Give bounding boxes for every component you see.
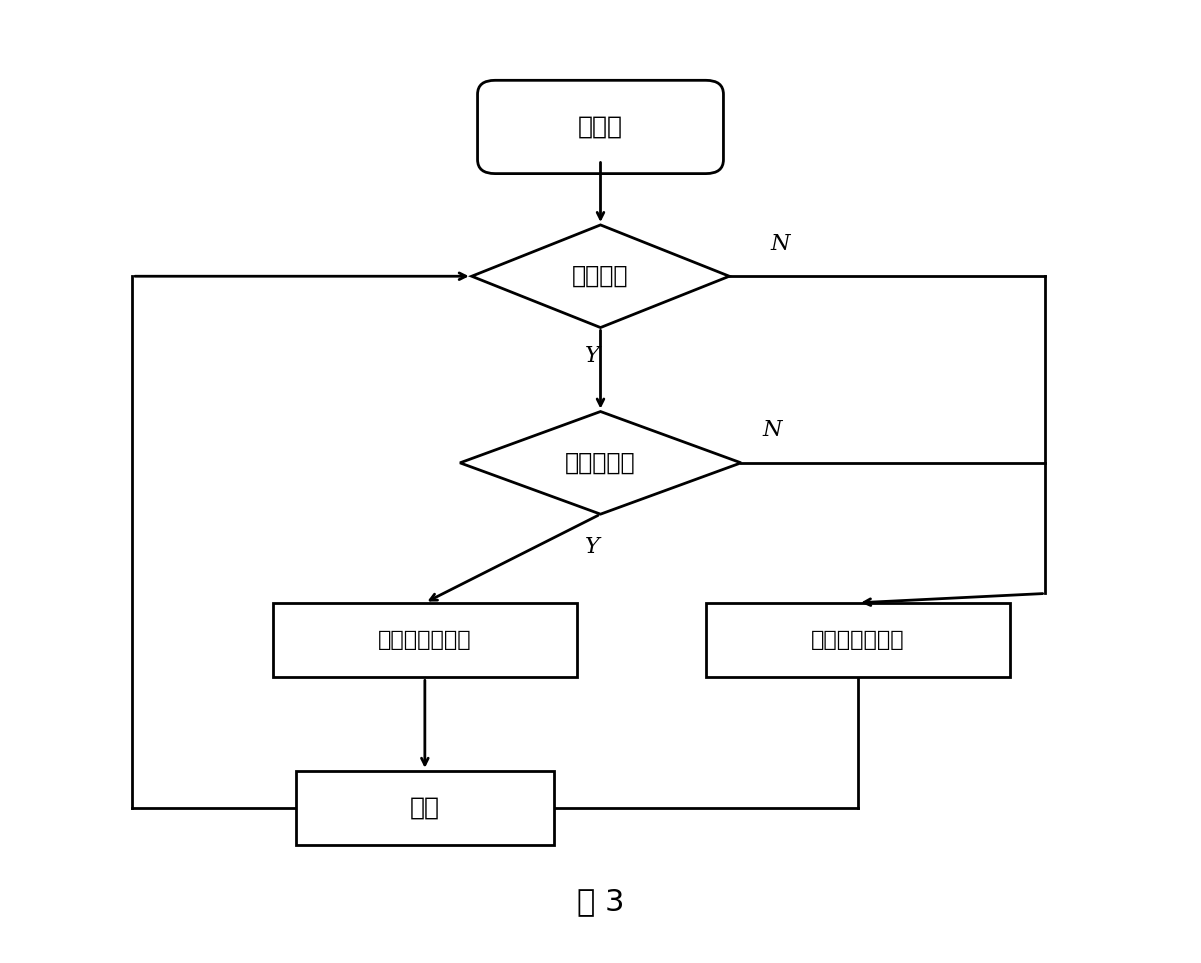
Text: 有无按键: 有无按键 — [572, 264, 629, 288]
Text: 显示: 显示 — [410, 796, 440, 820]
Text: 图 3: 图 3 — [576, 887, 625, 916]
FancyBboxPatch shape — [478, 80, 723, 173]
Text: N: N — [770, 233, 790, 254]
Polygon shape — [460, 411, 741, 514]
Polygon shape — [472, 225, 729, 327]
Text: 初始化: 初始化 — [578, 115, 623, 139]
Bar — [273, 603, 576, 677]
Bar — [706, 603, 1010, 677]
Bar — [295, 770, 554, 846]
Text: N: N — [763, 419, 782, 441]
Text: 其他功能子程序: 其他功能子程序 — [812, 630, 904, 650]
Text: 是否测距键: 是否测距键 — [566, 451, 635, 475]
Text: Y: Y — [585, 535, 599, 558]
Text: 测距功能子程序: 测距功能子程序 — [378, 630, 472, 650]
Text: Y: Y — [585, 345, 599, 367]
